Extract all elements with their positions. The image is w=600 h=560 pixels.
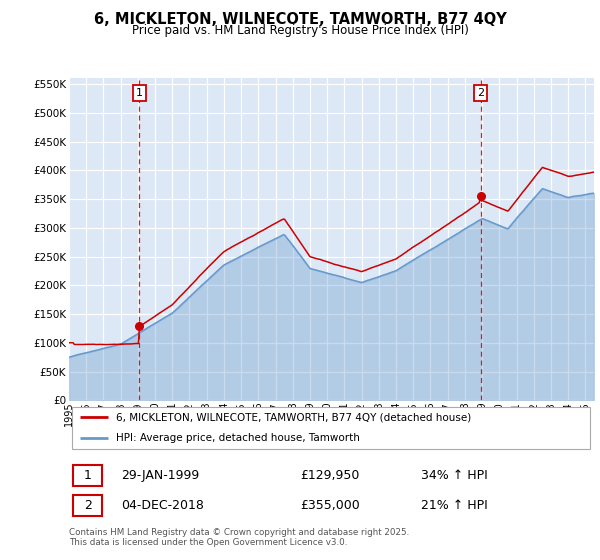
Text: 2: 2 xyxy=(84,500,92,512)
Text: 04-DEC-2018: 04-DEC-2018 xyxy=(121,500,205,512)
Text: 1: 1 xyxy=(136,88,143,98)
Text: £355,000: £355,000 xyxy=(300,500,360,512)
Text: 29-JAN-1999: 29-JAN-1999 xyxy=(121,469,200,482)
Text: £129,950: £129,950 xyxy=(300,469,359,482)
Text: HPI: Average price, detached house, Tamworth: HPI: Average price, detached house, Tamw… xyxy=(116,433,360,444)
Text: 2: 2 xyxy=(477,88,484,98)
Text: Contains HM Land Registry data © Crown copyright and database right 2025.
This d: Contains HM Land Registry data © Crown c… xyxy=(69,528,409,547)
Text: 21% ↑ HPI: 21% ↑ HPI xyxy=(421,500,487,512)
Text: 1: 1 xyxy=(84,469,92,482)
FancyBboxPatch shape xyxy=(73,465,102,486)
Text: 34% ↑ HPI: 34% ↑ HPI xyxy=(421,469,487,482)
FancyBboxPatch shape xyxy=(71,407,590,449)
Text: 6, MICKLETON, WILNECOTE, TAMWORTH, B77 4QY (detached house): 6, MICKLETON, WILNECOTE, TAMWORTH, B77 4… xyxy=(116,412,472,422)
Text: 6, MICKLETON, WILNECOTE, TAMWORTH, B77 4QY: 6, MICKLETON, WILNECOTE, TAMWORTH, B77 4… xyxy=(94,12,506,27)
FancyBboxPatch shape xyxy=(73,495,102,516)
Text: Price paid vs. HM Land Registry's House Price Index (HPI): Price paid vs. HM Land Registry's House … xyxy=(131,24,469,37)
